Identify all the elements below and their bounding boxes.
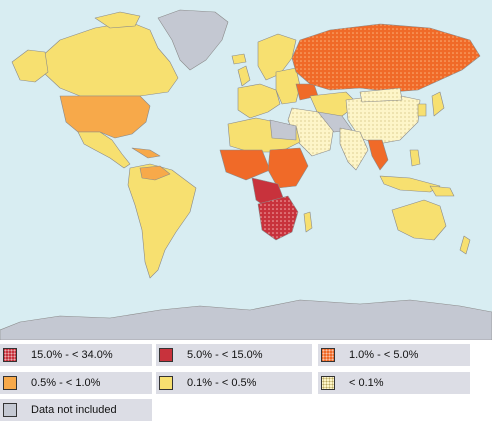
world-map-svg (0, 9, 492, 340)
new-zealand (459, 235, 471, 255)
legend-item: 0.5% - < 1.0% (0, 372, 152, 394)
legend-swatch (3, 376, 17, 390)
legend-swatch (321, 348, 335, 362)
mexico (77, 131, 131, 169)
north-africa-nodata (269, 119, 297, 141)
iceland (231, 53, 247, 65)
east-africa (267, 147, 309, 189)
new-guinea (429, 185, 455, 197)
western-europe (237, 83, 281, 119)
legend-label: 5.0% - < 15.0% (187, 349, 263, 361)
legend-label: Data not included (31, 404, 117, 416)
mongolia (359, 87, 403, 103)
arctic-islands (94, 11, 141, 29)
west-africa (219, 149, 271, 181)
legend-label: 0.5% - < 1.0% (31, 377, 101, 389)
iran-afghanistan (317, 111, 353, 133)
caribbean (131, 147, 161, 159)
legend-item: 5.0% - < 15.0% (156, 344, 312, 366)
legend-item: 0.1% - < 0.5% (156, 372, 312, 394)
legend-swatch (3, 348, 17, 362)
indonesia (379, 175, 441, 193)
indochina (367, 139, 389, 171)
russia (291, 23, 481, 93)
canada (39, 21, 179, 97)
southern-africa (257, 195, 299, 241)
legend-item: 1.0% - < 5.0% (318, 344, 470, 366)
world-map (0, 0, 492, 340)
uk (237, 65, 251, 87)
legend-swatch (159, 376, 173, 390)
venezuela-guyana (139, 165, 171, 181)
madagascar (303, 211, 313, 233)
australia (391, 199, 447, 241)
antarctica (0, 299, 492, 340)
legend-label: 0.1% - < 0.5% (187, 377, 257, 389)
legend-label: 15.0% - < 34.0% (31, 349, 113, 361)
legend-swatch (159, 348, 173, 362)
japan (431, 91, 445, 117)
india (339, 127, 369, 171)
scandinavia (257, 33, 297, 81)
legend-swatch (3, 403, 17, 417)
legend-item: 15.0% - < 34.0% (0, 344, 152, 366)
south-america (127, 163, 197, 279)
legend-item: Data not included (0, 399, 152, 421)
legend-item: < 0.1% (318, 372, 470, 394)
legend-label: < 0.1% (349, 377, 384, 389)
alaska (11, 49, 49, 83)
philippines (409, 149, 421, 167)
greenland (157, 9, 229, 71)
legend-label: 1.0% - < 5.0% (349, 349, 419, 361)
usa (59, 95, 151, 139)
korea (417, 103, 427, 117)
legend-swatch (321, 376, 335, 390)
